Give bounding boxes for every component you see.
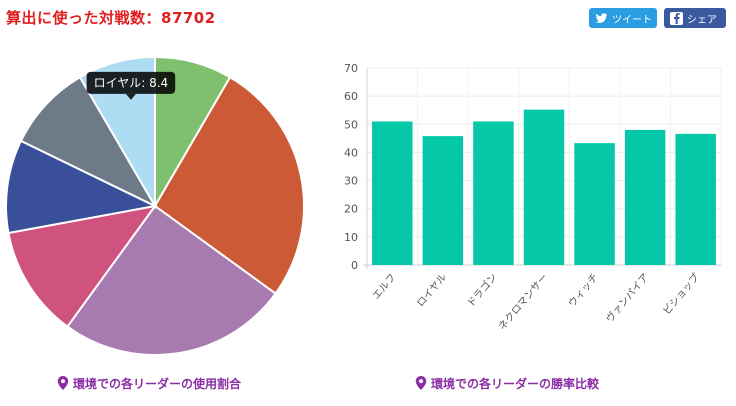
x-tick-label: ウィッチ	[566, 271, 601, 309]
bar[interactable]	[422, 136, 464, 265]
bar[interactable]	[574, 143, 615, 265]
pie-slice[interactable]	[19, 75, 158, 209]
y-tick-label: 70	[344, 62, 358, 75]
tweet-label: ツイート	[612, 14, 652, 26]
map-pin-icon	[57, 376, 69, 390]
bar[interactable]	[675, 133, 716, 265]
twitter-bird-icon	[595, 12, 608, 25]
bar[interactable]	[473, 121, 514, 265]
facebook-icon	[670, 11, 683, 25]
winrate-caption-text: 環境での各リーダーの勝率比較	[431, 376, 600, 391]
x-tick-label: ロイヤル	[415, 272, 449, 309]
bar[interactable]	[372, 121, 413, 265]
y-tick-label: 30	[344, 175, 358, 188]
tweet-button[interactable]: ツイート	[589, 8, 657, 28]
pie-tooltip-text: ロイヤル: 8.4	[94, 76, 169, 90]
map-pin-icon	[415, 376, 427, 390]
y-tick-label: 50	[344, 118, 358, 131]
x-tick-label: ビショップ	[661, 271, 702, 317]
x-tick-label: ヴァンパイア	[603, 271, 652, 325]
pie-tooltip: ロイヤル: 8.4	[86, 71, 176, 100]
y-tick-label: 20	[344, 203, 358, 216]
usage-caption-text: 環境での各リーダーの使用割合	[73, 376, 242, 391]
pie-slice[interactable]	[78, 55, 156, 210]
pie-slice[interactable]	[66, 204, 277, 356]
x-tick-label: エルフ	[371, 272, 399, 302]
y-tick-label: 10	[344, 231, 358, 244]
pie-slice[interactable]	[7, 204, 158, 328]
bar[interactable]	[523, 109, 565, 265]
bar[interactable]	[624, 129, 666, 265]
page-title: 算出に使った対戦数：87702	[6, 9, 216, 27]
pie-slice[interactable]	[153, 75, 305, 295]
x-tick-label: ドラゴン	[464, 271, 500, 310]
y-tick-label: 60	[344, 90, 358, 103]
facebook-share-button[interactable]: シェア	[664, 8, 726, 28]
pie-slice[interactable]	[5, 139, 159, 235]
usage-caption: 環境での各リーダーの使用割合	[57, 374, 241, 392]
winrate-caption: 環境での各リーダーの勝率比較	[415, 374, 599, 392]
share-label: シェア	[687, 14, 717, 26]
x-tick-label: ネクロマンサー	[496, 271, 550, 332]
y-tick-label: 0	[351, 259, 358, 272]
y-tick-label: 40	[344, 146, 358, 159]
